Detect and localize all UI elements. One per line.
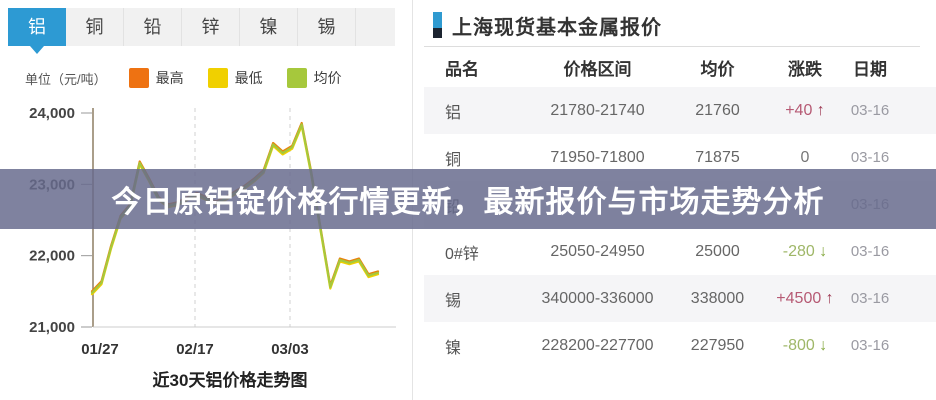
change-cell: -280 ↓	[782, 242, 828, 260]
tab-tin[interactable]: 锡	[298, 8, 356, 46]
tab-zinc[interactable]: 锌	[182, 8, 240, 46]
up-arrow-icon: ↑	[821, 289, 834, 307]
col-header-date: 日期	[853, 59, 887, 79]
x-tick-label: 03/03	[271, 341, 309, 358]
tab-aluminum[interactable]: 铝	[8, 8, 66, 54]
high-color-swatch	[128, 68, 149, 88]
chart-legend: 单位（元/吨） 最高 最低 均价	[25, 66, 395, 90]
metal-name-cell: 锡	[445, 292, 462, 310]
y-tick-label: 21,000	[29, 319, 75, 336]
metal-name-cell: 0#锌	[445, 245, 479, 263]
x-tick-label: 02/17	[176, 341, 214, 358]
headline-text: 今日原铝锭价格行情更新，最新报价与市场走势分析	[111, 186, 825, 219]
y-tick-label: 22,000	[29, 248, 75, 265]
down-arrow-icon: ↓	[814, 336, 828, 354]
col-header-avg: 均价	[700, 59, 735, 79]
tab-lead[interactable]: 铅	[124, 8, 182, 46]
date-cell: 03-16	[850, 243, 890, 260]
legend-item-high: 最高	[128, 68, 184, 88]
avg-price-cell: 227950	[690, 336, 745, 354]
quote-panel: 上海现货基本金属报价 品名 价格区间 均价 涨跌 日期 铝 21780-21740…	[424, 0, 936, 400]
y-tick-label: 24,000	[29, 105, 75, 122]
price-range-cell: 21780-21740	[550, 101, 645, 119]
table-row[interactable]: 镍 228200-227700 227950 -800 ↓ 03-16	[424, 322, 936, 369]
legend-label-avg: 均价	[313, 70, 342, 86]
unit-label: 单位（元/吨）	[25, 71, 107, 87]
title-bullet-icon	[433, 12, 442, 38]
avg-color-swatch	[286, 68, 307, 88]
legend-label-low: 最低	[234, 70, 263, 86]
low-color-swatch	[207, 68, 228, 88]
metal-tabbar: 铝 铜 铅 锌 镍 锡	[8, 8, 395, 54]
col-header-range: 价格区间	[563, 59, 632, 79]
price-range-cell: 25050-24950	[550, 242, 645, 260]
avg-price-cell: 71875	[695, 148, 740, 166]
price-range-cell: 71950-71800	[550, 148, 645, 166]
up-arrow-icon: ↑	[812, 101, 825, 119]
headline-overlay: 今日原铝锭价格行情更新，最新报价与市场走势分析	[0, 169, 936, 229]
date-cell: 03-16	[850, 149, 890, 166]
metal-name-cell: 镍	[445, 339, 462, 357]
avg-price-cell: 21760	[695, 101, 740, 119]
table-row[interactable]: 铜 71950-71800 71875 0 03-16	[424, 134, 936, 181]
table-row[interactable]: 锡 340000-336000 338000 +4500 ↑ 03-16	[424, 275, 936, 322]
change-cell: +40 ↑	[785, 101, 825, 119]
tab-nickel[interactable]: 镍	[240, 8, 298, 46]
legend-item-low: 最低	[207, 68, 263, 88]
tab-copper[interactable]: 铜	[66, 8, 124, 46]
change-cell: 0	[800, 148, 810, 166]
date-cell: 03-16	[850, 337, 890, 354]
quote-panel-title: 上海现货基本金属报价	[452, 16, 662, 39]
table-row[interactable]: 0#锌 25050-24950 25000 -280 ↓ 03-16	[424, 228, 936, 275]
avg-price-cell: 25000	[695, 242, 740, 260]
change-cell: +4500 ↑	[776, 289, 834, 307]
price-range-cell: 228200-227700	[541, 336, 654, 354]
legend-label-high: 最高	[155, 70, 184, 86]
change-cell: -800 ↓	[782, 336, 828, 354]
legend-item-avg: 均价	[286, 68, 342, 88]
quote-table-header: 品名 价格区间 均价 涨跌 日期	[424, 47, 936, 87]
metal-name-cell: 铝	[445, 104, 462, 122]
col-header-change: 涨跌	[788, 59, 822, 79]
avg-price-cell: 338000	[690, 289, 745, 307]
price-range-cell: 340000-336000	[541, 289, 654, 307]
quote-panel-header: 上海现货基本金属报价	[433, 11, 936, 39]
date-cell: 03-16	[850, 102, 890, 119]
col-header-name: 品名	[445, 59, 479, 79]
chart-title: 近30天铝价格走势图	[152, 371, 308, 390]
metal-name-cell: 铜	[445, 151, 462, 169]
title-divider	[424, 46, 920, 47]
x-tick-label: 01/27	[81, 341, 119, 358]
table-row[interactable]: 铝 21780-21740 21760 +40 ↑ 03-16	[424, 87, 936, 134]
down-arrow-icon: ↓	[814, 242, 828, 260]
date-cell: 03-16	[850, 290, 890, 307]
